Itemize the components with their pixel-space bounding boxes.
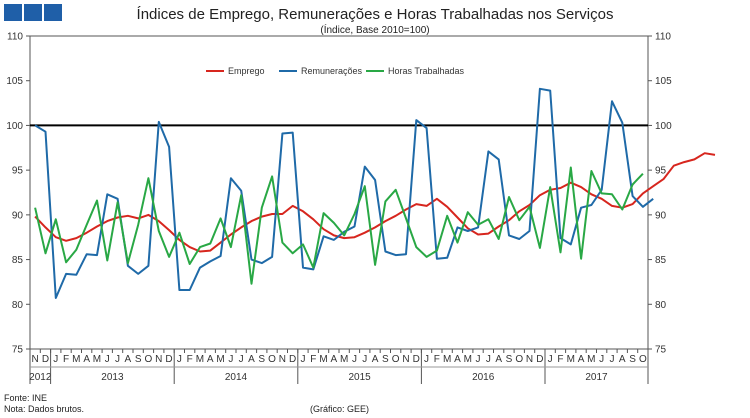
x-tick-label-month: M bbox=[443, 354, 451, 365]
x-tick-label-month: M bbox=[567, 354, 575, 365]
x-tick-label-month: F bbox=[310, 354, 316, 365]
x-tick-label-month: O bbox=[392, 354, 400, 365]
chart-title: Índices de Emprego, Remunerações e Horas… bbox=[136, 6, 614, 23]
y-tick-label-right: 85 bbox=[655, 255, 667, 266]
x-tick-label-month: A bbox=[248, 354, 255, 365]
x-tick-label-month: A bbox=[331, 354, 338, 365]
logo-square-1 bbox=[4, 4, 22, 21]
source-note: Fonte: INE bbox=[4, 393, 48, 403]
x-tick-label-month: F bbox=[187, 354, 193, 365]
x-tick-label-month: D bbox=[42, 354, 49, 365]
x-tick-label-month: J bbox=[105, 354, 110, 365]
x-tick-label-month: D bbox=[413, 354, 420, 365]
y-tick-label-right: 75 bbox=[655, 345, 667, 356]
x-tick-label-month: J bbox=[362, 354, 367, 365]
x-tick-label-month: M bbox=[340, 354, 348, 365]
x-tick-label-month: N bbox=[155, 354, 162, 365]
series-line-horas-trabalhadas bbox=[34, 166, 644, 285]
x-tick-label-month: A bbox=[578, 354, 585, 365]
x-tick-label-month: J bbox=[300, 354, 305, 365]
y-tick-label-right: 95 bbox=[655, 166, 667, 177]
x-tick-label-month: J bbox=[476, 354, 481, 365]
legend-label: Emprego bbox=[228, 66, 265, 76]
series-line-emprego bbox=[34, 152, 716, 253]
x-tick-label-month: J bbox=[609, 354, 614, 365]
x-tick-label-month: J bbox=[115, 354, 120, 365]
x-tick-label-month: A bbox=[619, 354, 626, 365]
x-tick-label-month: M bbox=[216, 354, 224, 365]
chart-subtitle: (Índice, Base 2010=100) bbox=[320, 25, 430, 36]
y-tick-label-right: 105 bbox=[655, 76, 672, 87]
x-tick-label-month: J bbox=[177, 354, 182, 365]
x-tick-label-month: O bbox=[639, 354, 647, 365]
x-tick-label-month: O bbox=[145, 354, 153, 365]
y-tick-label-right: 90 bbox=[655, 210, 667, 221]
x-tick-label-month: D bbox=[165, 354, 172, 365]
x-tick-label-month: A bbox=[125, 354, 132, 365]
x-tick-label-year: 2012 bbox=[29, 372, 52, 383]
x-tick-label-month: A bbox=[207, 354, 214, 365]
x-tick-label-month: J bbox=[228, 354, 233, 365]
x-tick-label-month: J bbox=[352, 354, 357, 365]
x-tick-label-month: J bbox=[486, 354, 491, 365]
x-tick-label-month: J bbox=[424, 354, 429, 365]
plot-frame bbox=[29, 35, 649, 350]
y-tick-label-left: 85 bbox=[12, 255, 24, 266]
x-tick-label-month: S bbox=[258, 354, 265, 365]
y-tick-label-left: 105 bbox=[6, 76, 23, 87]
legend-label: Remunerações bbox=[301, 66, 363, 76]
x-tick-label-month: J bbox=[548, 354, 553, 365]
y-tick-label-left: 95 bbox=[12, 166, 24, 177]
x-tick-label-month: S bbox=[629, 354, 636, 365]
x-tick-label-year: 2015 bbox=[348, 372, 371, 383]
x-tick-label-month: A bbox=[454, 354, 461, 365]
x-tick-label-year: 2017 bbox=[585, 372, 608, 383]
x-tick-label-month: J bbox=[53, 354, 58, 365]
x-tick-label-month: O bbox=[515, 354, 523, 365]
y-tick-label-left: 75 bbox=[12, 345, 24, 356]
x-tick-label-month: F bbox=[434, 354, 440, 365]
x-tick-label-month: M bbox=[72, 354, 80, 365]
x-tick-label-month: M bbox=[196, 354, 204, 365]
x-tick-label-month: N bbox=[279, 354, 286, 365]
logo-square-3 bbox=[44, 4, 62, 21]
x-tick-label-year: 2013 bbox=[101, 372, 124, 383]
x-tick-label-month: N bbox=[526, 354, 533, 365]
x-tick-label-month: M bbox=[93, 354, 101, 365]
y-tick-label-left: 80 bbox=[12, 300, 24, 311]
logo-square-2 bbox=[24, 4, 42, 21]
y-tick-label-right: 100 bbox=[655, 121, 672, 132]
x-tick-label-month: J bbox=[599, 354, 604, 365]
y-tick-label-left: 90 bbox=[12, 210, 24, 221]
x-tick-label-year: 2016 bbox=[472, 372, 495, 383]
y-tick-label-right: 110 bbox=[655, 32, 671, 43]
data-note: Nota: Dados brutos. bbox=[4, 404, 85, 414]
x-tick-label-month: J bbox=[239, 354, 244, 365]
x-tick-label-month: A bbox=[372, 354, 379, 365]
x-tick-label-month: S bbox=[135, 354, 142, 365]
x-tick-label-year: 2014 bbox=[225, 372, 248, 383]
x-tick-label-month: M bbox=[464, 354, 472, 365]
x-tick-label-month: F bbox=[63, 354, 69, 365]
x-tick-label-month: D bbox=[536, 354, 543, 365]
y-tick-label-left: 100 bbox=[6, 121, 23, 132]
chart-credit: (Gráfico: GEE) bbox=[310, 404, 370, 414]
y-tick-label-left: 110 bbox=[7, 32, 23, 43]
x-tick-label-month: O bbox=[268, 354, 276, 365]
x-tick-label-month: D bbox=[289, 354, 296, 365]
x-tick-label-month: M bbox=[319, 354, 327, 365]
y-tick-label-right: 80 bbox=[655, 300, 667, 311]
x-tick-label-month: A bbox=[495, 354, 502, 365]
x-tick-label-month: F bbox=[557, 354, 563, 365]
x-tick-label-month: S bbox=[382, 354, 389, 365]
x-tick-label-month: S bbox=[506, 354, 513, 365]
legend-label: Horas Trabalhadas bbox=[388, 66, 465, 76]
x-tick-label-month: A bbox=[83, 354, 90, 365]
x-tick-label-month: N bbox=[32, 354, 39, 365]
x-tick-label-month: M bbox=[587, 354, 595, 365]
x-tick-label-month: N bbox=[402, 354, 409, 365]
series-line-remuneracoes bbox=[34, 87, 654, 299]
